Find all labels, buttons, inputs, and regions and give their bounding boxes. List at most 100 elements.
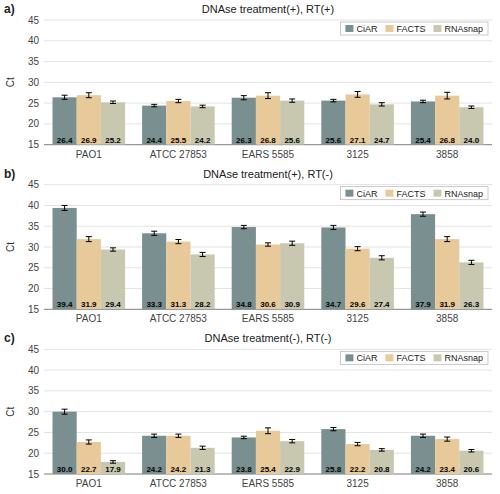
bar [77,442,101,474]
error-cap [289,442,295,443]
error-bar [265,243,271,246]
error-cap [62,210,68,211]
error-bar [330,225,336,229]
error-bar [444,237,450,242]
error-line [243,96,244,100]
error-cap [110,247,116,248]
error-cap [468,451,474,452]
bar [101,249,125,309]
data-label: 21.3 [195,465,211,474]
error-cap [200,105,206,106]
error-cap [379,451,385,452]
bar [370,104,394,144]
bar [346,249,370,310]
error-cap [420,212,426,213]
error-cap [265,98,271,99]
error-bar [241,436,247,438]
bar [459,262,483,309]
bar [280,243,304,309]
data-label: 26.8 [439,136,455,145]
grid-line [44,390,492,391]
x-tick-label: ATCC 27853 [150,478,208,489]
error-cap [265,433,271,434]
y-tick-label: 40 [28,35,40,46]
error-cap [265,92,271,93]
error-bar [175,434,181,437]
bar [190,106,214,144]
x-tick-label: ATCC 27853 [150,313,208,324]
bar [101,462,125,474]
error-cap [379,106,385,107]
bar [166,242,190,310]
error-bar [151,104,157,106]
bar [321,429,345,474]
error-cap [468,260,474,261]
data-label: 27.1 [350,136,366,145]
bar [53,97,77,144]
error-bar [379,256,385,260]
bar [459,107,483,144]
error-cap [330,430,336,431]
x-tick-label: PAO1 [76,478,102,489]
data-label: 34.7 [326,300,342,309]
y-tick-label: 30 [28,242,40,253]
bar [53,208,77,309]
y-axis-label: Ct [5,77,16,87]
error-cap [355,91,361,92]
error-cap [379,255,385,256]
error-cap [468,106,474,107]
panel-label: b) [4,167,15,181]
x-tick-label: 3125 [346,313,369,324]
x-tick-label: EARS 5585 [242,313,295,324]
bar [232,227,256,309]
bar [166,101,190,145]
error-line [333,225,334,229]
legend-label: FACTS [396,189,425,199]
data-label: 24.2 [415,465,431,474]
legend-box [340,351,488,364]
data-label: 26.8 [260,136,276,145]
bar [256,96,280,145]
x-tick-label: 3125 [346,149,369,160]
data-label: 26.3 [464,300,480,309]
legend-label: RNAsnap [444,189,483,199]
data-label: 31.3 [171,300,187,309]
error-cap [468,108,474,109]
panel: DNAse treatment(+), RT(+)a)Ct15202530354… [4,2,492,160]
error-cap [420,434,426,435]
bar [411,214,435,309]
error-cap [241,225,247,226]
x-tick-label: ATCC 27853 [150,149,208,160]
grid-line [44,349,492,350]
legend-swatch [433,25,441,32]
error-line [423,212,424,216]
bar [77,95,101,144]
error-bar [330,427,336,430]
error-cap [265,246,271,247]
legend-swatch [345,190,353,197]
error-cap [444,241,450,242]
bar [280,101,304,145]
error-bar [110,248,116,251]
error-line [202,252,203,256]
data-label: 24.0 [464,136,480,145]
y-tick-label: 15 [28,139,40,150]
error-bar [86,93,92,98]
grid-line [44,370,492,371]
bar [53,412,77,474]
error-bar [265,428,271,434]
data-label: 34.8 [236,300,252,309]
error-cap [86,439,92,440]
x-tick-label: EARS 5585 [242,149,295,160]
error-cap [151,106,157,107]
error-cap [355,246,361,247]
error-cap [420,100,426,101]
error-cap [151,104,157,105]
y-axis-label: Ct [5,242,16,252]
error-line [268,428,269,434]
y-tick-label: 35 [28,56,40,67]
error-cap [175,243,181,244]
x-tick-label: 3858 [436,313,459,324]
grid-line [44,40,492,41]
bar [166,436,190,474]
